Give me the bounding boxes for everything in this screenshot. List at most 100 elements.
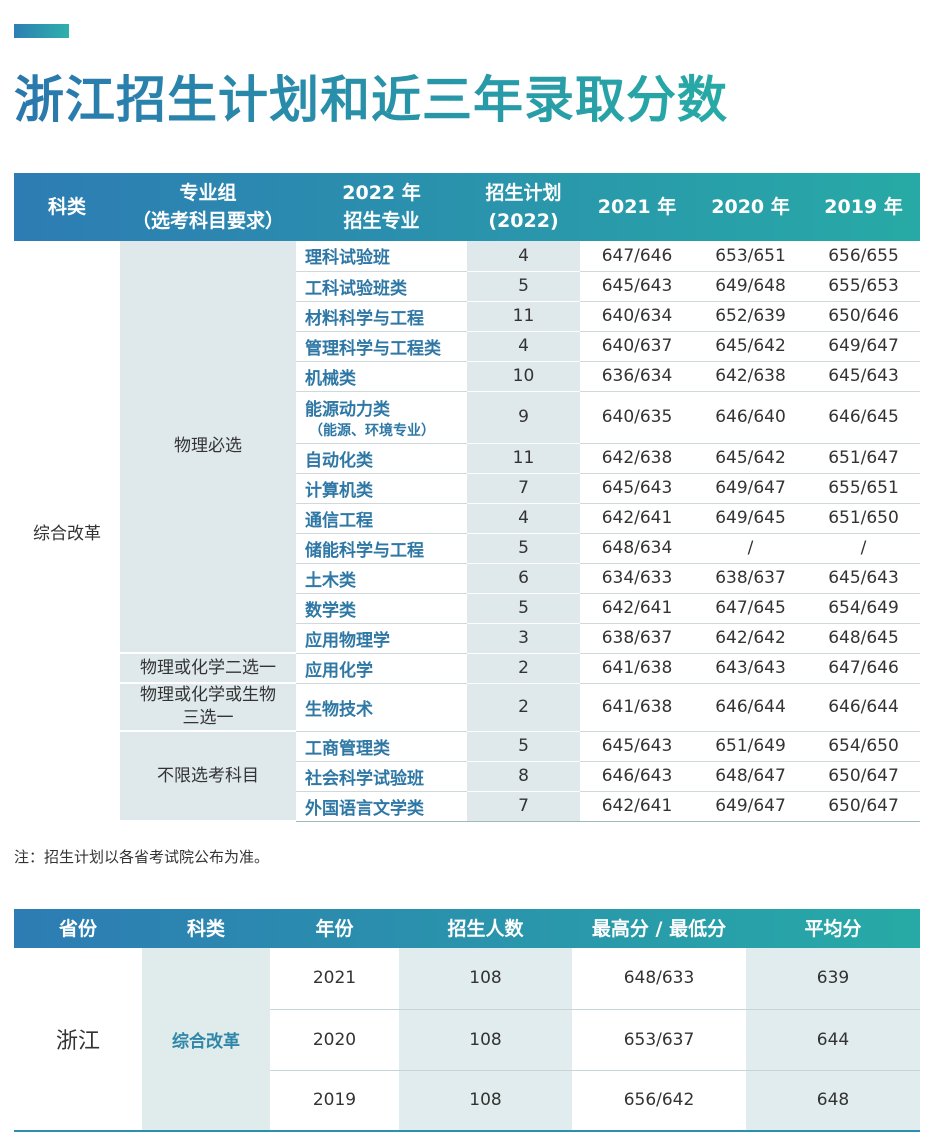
header-row: 省份 科类 年份 招生人数 最高分 / 最低分 平均分	[14, 909, 920, 948]
major-cell: 通信工程	[296, 503, 467, 534]
category-cell: 综合改革	[14, 241, 120, 821]
score-cell: 650/647	[807, 791, 920, 822]
text-line: 物理必选	[174, 436, 242, 456]
plan-cell: 5	[467, 271, 580, 302]
major-name: 土木类	[305, 570, 356, 591]
major-name: 理科试验班	[305, 248, 390, 269]
text-line: 2019 年	[824, 196, 903, 218]
score-cell: /	[807, 533, 920, 564]
score-cell: 652/639	[694, 301, 807, 332]
major-cell: 管理科学与工程类	[296, 331, 467, 362]
score-cell: 645/643	[807, 563, 920, 594]
score-cell: 646/644	[694, 683, 807, 732]
score-cell: 641/638	[580, 653, 694, 684]
page-title: 浙江招生计划和近三年录取分数	[14, 60, 728, 132]
plan-cell: 5	[467, 731, 580, 762]
score-cell: 640/634	[580, 301, 694, 332]
score-cell: 634/633	[580, 563, 694, 594]
table-row: 土木类 6 634/633 638/637 645/643	[14, 563, 920, 594]
table-row: 不限选考科目 工商管理类 5 645/643 651/649 654/650	[14, 731, 920, 822]
province-cell: 浙江	[14, 948, 142, 1132]
plan-cell: 10	[467, 361, 580, 392]
score-cell: 640/635	[580, 391, 694, 444]
score-cell: 656/655	[807, 241, 920, 272]
major-name: 工商管理类	[305, 738, 390, 759]
major-cell: 能源动力类 （能源、环境专业）	[296, 391, 467, 444]
major-cell: 工商管理类	[296, 731, 467, 762]
data-cell: 2021	[270, 948, 399, 1010]
major-name: 能源动力类	[305, 399, 390, 420]
major-name: 机械类	[305, 368, 356, 389]
score-cell: 636/634	[580, 361, 694, 392]
plan-cell: 7	[467, 473, 580, 504]
score-cell: 647/645	[694, 593, 807, 624]
major-cell: 应用物理学	[296, 623, 467, 654]
major-name: 外国语言文学类	[305, 798, 424, 819]
score-cell: 650/646	[807, 301, 920, 332]
score-cell: 641/638	[580, 683, 694, 732]
score-cell: 646/643	[580, 761, 694, 792]
text-line: 2021 年	[597, 196, 677, 218]
header-cell: 平均分	[804, 917, 862, 940]
plan-cell: 2	[467, 653, 580, 684]
score-cell: 649/647	[694, 791, 807, 822]
text-line: 2022 年	[342, 182, 421, 204]
plan-cell: 4	[467, 503, 580, 534]
major-name: 应用化学	[305, 660, 373, 681]
score-cell: 654/650	[807, 731, 920, 762]
group-cell: 物理或化学或生物 三选一	[120, 683, 296, 732]
score-cell: 640/637	[580, 331, 694, 362]
group-cell: 物理或化学二选一	[120, 653, 296, 684]
text-line: 科类	[47, 196, 86, 218]
major-name: 社会科学试验班	[305, 768, 424, 789]
data-cell: 648/633	[572, 948, 746, 1010]
score-cell: 649/645	[694, 503, 807, 534]
major-name: 自动化类	[305, 450, 373, 471]
major-name: 通信工程	[305, 510, 373, 531]
score-cell: 645/643	[580, 731, 694, 762]
table-row: 管理科学与工程类 4 640/637 645/642 649/647	[14, 331, 920, 362]
score-cell: 642/642	[694, 623, 807, 654]
score-cell: 642/641	[580, 593, 694, 624]
header-cell: 专业组 （选考科目要求）	[120, 173, 296, 241]
score-cell: 642/641	[580, 503, 694, 534]
data-cell: 656/642	[572, 1070, 746, 1132]
table-row: 机械类 10 636/634 642/638 645/643	[14, 361, 920, 392]
group-cell: 不限选考科目	[120, 731, 296, 822]
major-name: 材料科学与工程	[305, 308, 424, 329]
header-cell: 省份	[58, 917, 97, 940]
header-cell: 科类	[186, 917, 225, 940]
table-row: 工科试验班类 5 645/643 649/648 655/653	[14, 271, 920, 302]
major-cell: 自动化类	[296, 443, 467, 474]
score-cell: 642/638	[580, 443, 694, 474]
score-cell: 651/650	[807, 503, 920, 534]
table-row: 2019 108 656/642 648	[14, 1070, 920, 1132]
score-cell: 655/651	[807, 473, 920, 504]
plan-cell: 5	[467, 533, 580, 564]
header-cell: 年份	[315, 917, 354, 940]
major-cell: 外国语言文学类	[296, 791, 467, 822]
text-line: （选考科目要求）	[131, 210, 284, 232]
score-cell: 646/640	[694, 391, 807, 444]
plan-cell: 3	[467, 623, 580, 654]
text-line: 三选一	[182, 708, 234, 728]
plan-cell: 4	[467, 241, 580, 272]
category-cell: 综合改革	[142, 948, 270, 1132]
major-name: 生物技术	[305, 699, 373, 720]
score-cell: 647/646	[580, 241, 694, 272]
text-line: 专业组	[179, 182, 237, 204]
table-row: 数学类 5 642/641 647/645 654/649	[14, 593, 920, 624]
major-cell: 储能科学与工程	[296, 533, 467, 564]
text-line: 2020 年	[711, 196, 790, 218]
score-cell: 655/653	[807, 271, 920, 302]
major-cell: 应用化学	[296, 653, 467, 684]
score-cell: 649/647	[694, 473, 807, 504]
data-cell: 2020	[270, 1009, 399, 1071]
table-row: 通信工程 4 642/641 649/645 651/650	[14, 503, 920, 534]
score-cell: 649/648	[694, 271, 807, 302]
major-cell: 计算机类	[296, 473, 467, 504]
data-cell: 2019	[270, 1070, 399, 1132]
major-name: 储能科学与工程	[305, 540, 424, 561]
text-line: 物理或化学二选一	[140, 657, 276, 678]
score-cell: 647/646	[807, 653, 920, 684]
